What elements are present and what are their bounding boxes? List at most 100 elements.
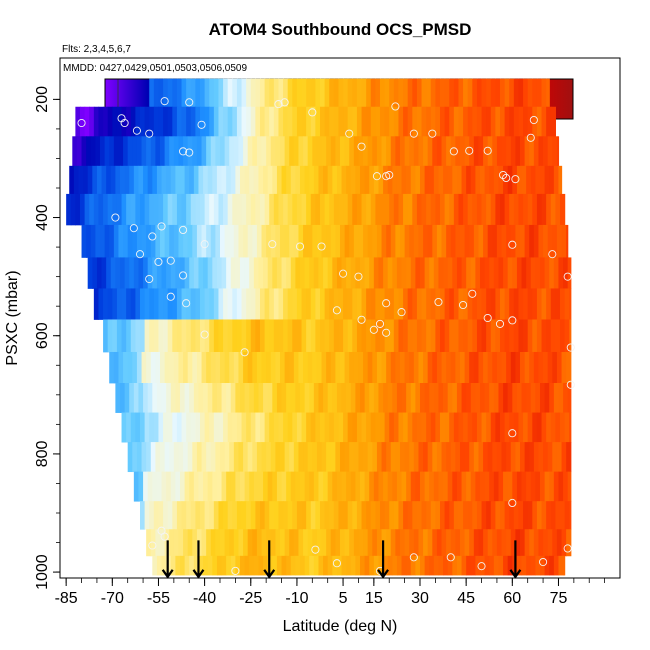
heatmap-cell — [193, 257, 200, 289]
heatmap-cell — [84, 106, 90, 137]
heatmap-cell — [86, 224, 92, 258]
heatmap-cell — [227, 501, 233, 530]
heatmap-cell — [136, 351, 143, 384]
x-tick-label: -55 — [147, 590, 170, 607]
heatmap-cell — [501, 351, 507, 384]
heatmap-cell — [332, 471, 338, 502]
heatmap-cell — [232, 78, 238, 108]
heatmap-cell — [544, 383, 550, 413]
heatmap-cell — [481, 193, 487, 226]
heatmap-cell — [129, 165, 135, 195]
heatmap-cell — [390, 224, 396, 258]
heatmap-cell — [476, 193, 483, 226]
heatmap-cell — [415, 555, 421, 576]
observation-point — [529, 116, 538, 125]
heatmap-cell — [163, 193, 169, 226]
heatmap-cell — [452, 555, 458, 576]
heatmap-cell — [526, 471, 532, 502]
heatmap-cell — [255, 501, 261, 530]
heatmap-cell — [438, 555, 444, 576]
heatmap-cell — [493, 257, 500, 289]
heatmap-cell — [500, 78, 506, 108]
heatmap-cell — [155, 529, 161, 557]
heatmap-cell — [504, 193, 510, 226]
heatmap-cell — [244, 383, 250, 413]
heatmap-cell — [476, 288, 483, 320]
heatmap-cell — [533, 529, 540, 557]
heatmap-cell — [173, 442, 180, 473]
heatmap-cell — [396, 471, 403, 502]
observation-point — [409, 129, 418, 138]
heatmap-cell — [236, 106, 243, 137]
heatmap-cell — [487, 529, 493, 557]
heatmap-cell — [203, 257, 209, 289]
heatmap-cell — [516, 257, 523, 289]
heatmap-cell — [460, 529, 466, 557]
heatmap-cell — [370, 78, 376, 108]
heatmap-cell — [195, 288, 201, 320]
heatmap-cell — [173, 136, 180, 167]
heatmap-cell — [224, 529, 230, 557]
heatmap-cell — [138, 471, 144, 502]
heatmap-cell — [401, 165, 407, 195]
heatmap-cell — [260, 319, 266, 353]
heatmap-cell — [135, 412, 141, 443]
heatmap-cell — [423, 351, 429, 384]
heatmap-cell — [218, 319, 224, 353]
heatmap-cell — [447, 555, 453, 576]
heatmap-cell — [560, 319, 566, 353]
heatmap-cell — [143, 257, 149, 289]
heatmap-cell — [209, 319, 215, 353]
heatmap-cell — [409, 351, 415, 384]
heatmap-cell — [358, 529, 364, 557]
heatmap-cell — [303, 136, 309, 167]
heatmap-cell — [392, 165, 398, 195]
observation-point — [468, 289, 477, 298]
heatmap-cell — [353, 442, 360, 473]
heatmap-cell — [240, 257, 246, 289]
heatmap-cell — [363, 529, 369, 557]
heatmap-cell — [146, 351, 152, 384]
heatmap-cell — [318, 471, 324, 502]
heatmap-cell — [444, 288, 450, 320]
heatmap-cell — [393, 501, 400, 530]
heatmap-cell — [269, 193, 275, 226]
heatmap-cell — [270, 442, 276, 473]
heatmap-cell — [495, 106, 501, 137]
heatmap-cell — [324, 288, 330, 320]
heatmap-cell — [396, 165, 403, 195]
heatmap-cell — [421, 412, 427, 443]
observation-point — [166, 256, 175, 265]
heatmap-cell — [436, 529, 443, 557]
observation-point — [160, 97, 169, 106]
heatmap-cell — [327, 471, 333, 502]
heatmap-cell — [121, 193, 127, 226]
heatmap-cell — [369, 165, 375, 195]
heatmap-cell — [506, 136, 512, 167]
heatmap-cell — [486, 78, 492, 108]
heatmap-cell — [98, 193, 104, 226]
heatmap-cell — [144, 106, 150, 137]
heatmap-cell — [340, 529, 346, 557]
heatmap-cell — [546, 288, 552, 320]
observation-point — [145, 129, 154, 138]
heatmap-cell — [221, 555, 227, 576]
heatmap-cell — [390, 529, 396, 557]
heatmap-cell — [292, 319, 298, 353]
heatmap-cell — [363, 351, 369, 384]
x-tick-label: -85 — [55, 590, 78, 607]
heatmap-cell — [312, 136, 318, 167]
heatmap-cell — [527, 78, 533, 108]
heatmap-cell — [78, 165, 84, 195]
heatmap-cell — [338, 412, 344, 443]
heatmap-cell — [113, 351, 120, 384]
heatmap-cell — [192, 224, 198, 258]
x-tick-label: 75 — [550, 590, 568, 607]
heatmap-cell — [115, 257, 121, 289]
heatmap-cell — [246, 78, 252, 108]
heatmap-cell — [360, 165, 366, 195]
heatmap-cell — [429, 165, 435, 195]
heatmap-cell — [329, 319, 335, 353]
heatmap-cell — [453, 78, 460, 108]
heatmap-cell — [561, 442, 567, 473]
